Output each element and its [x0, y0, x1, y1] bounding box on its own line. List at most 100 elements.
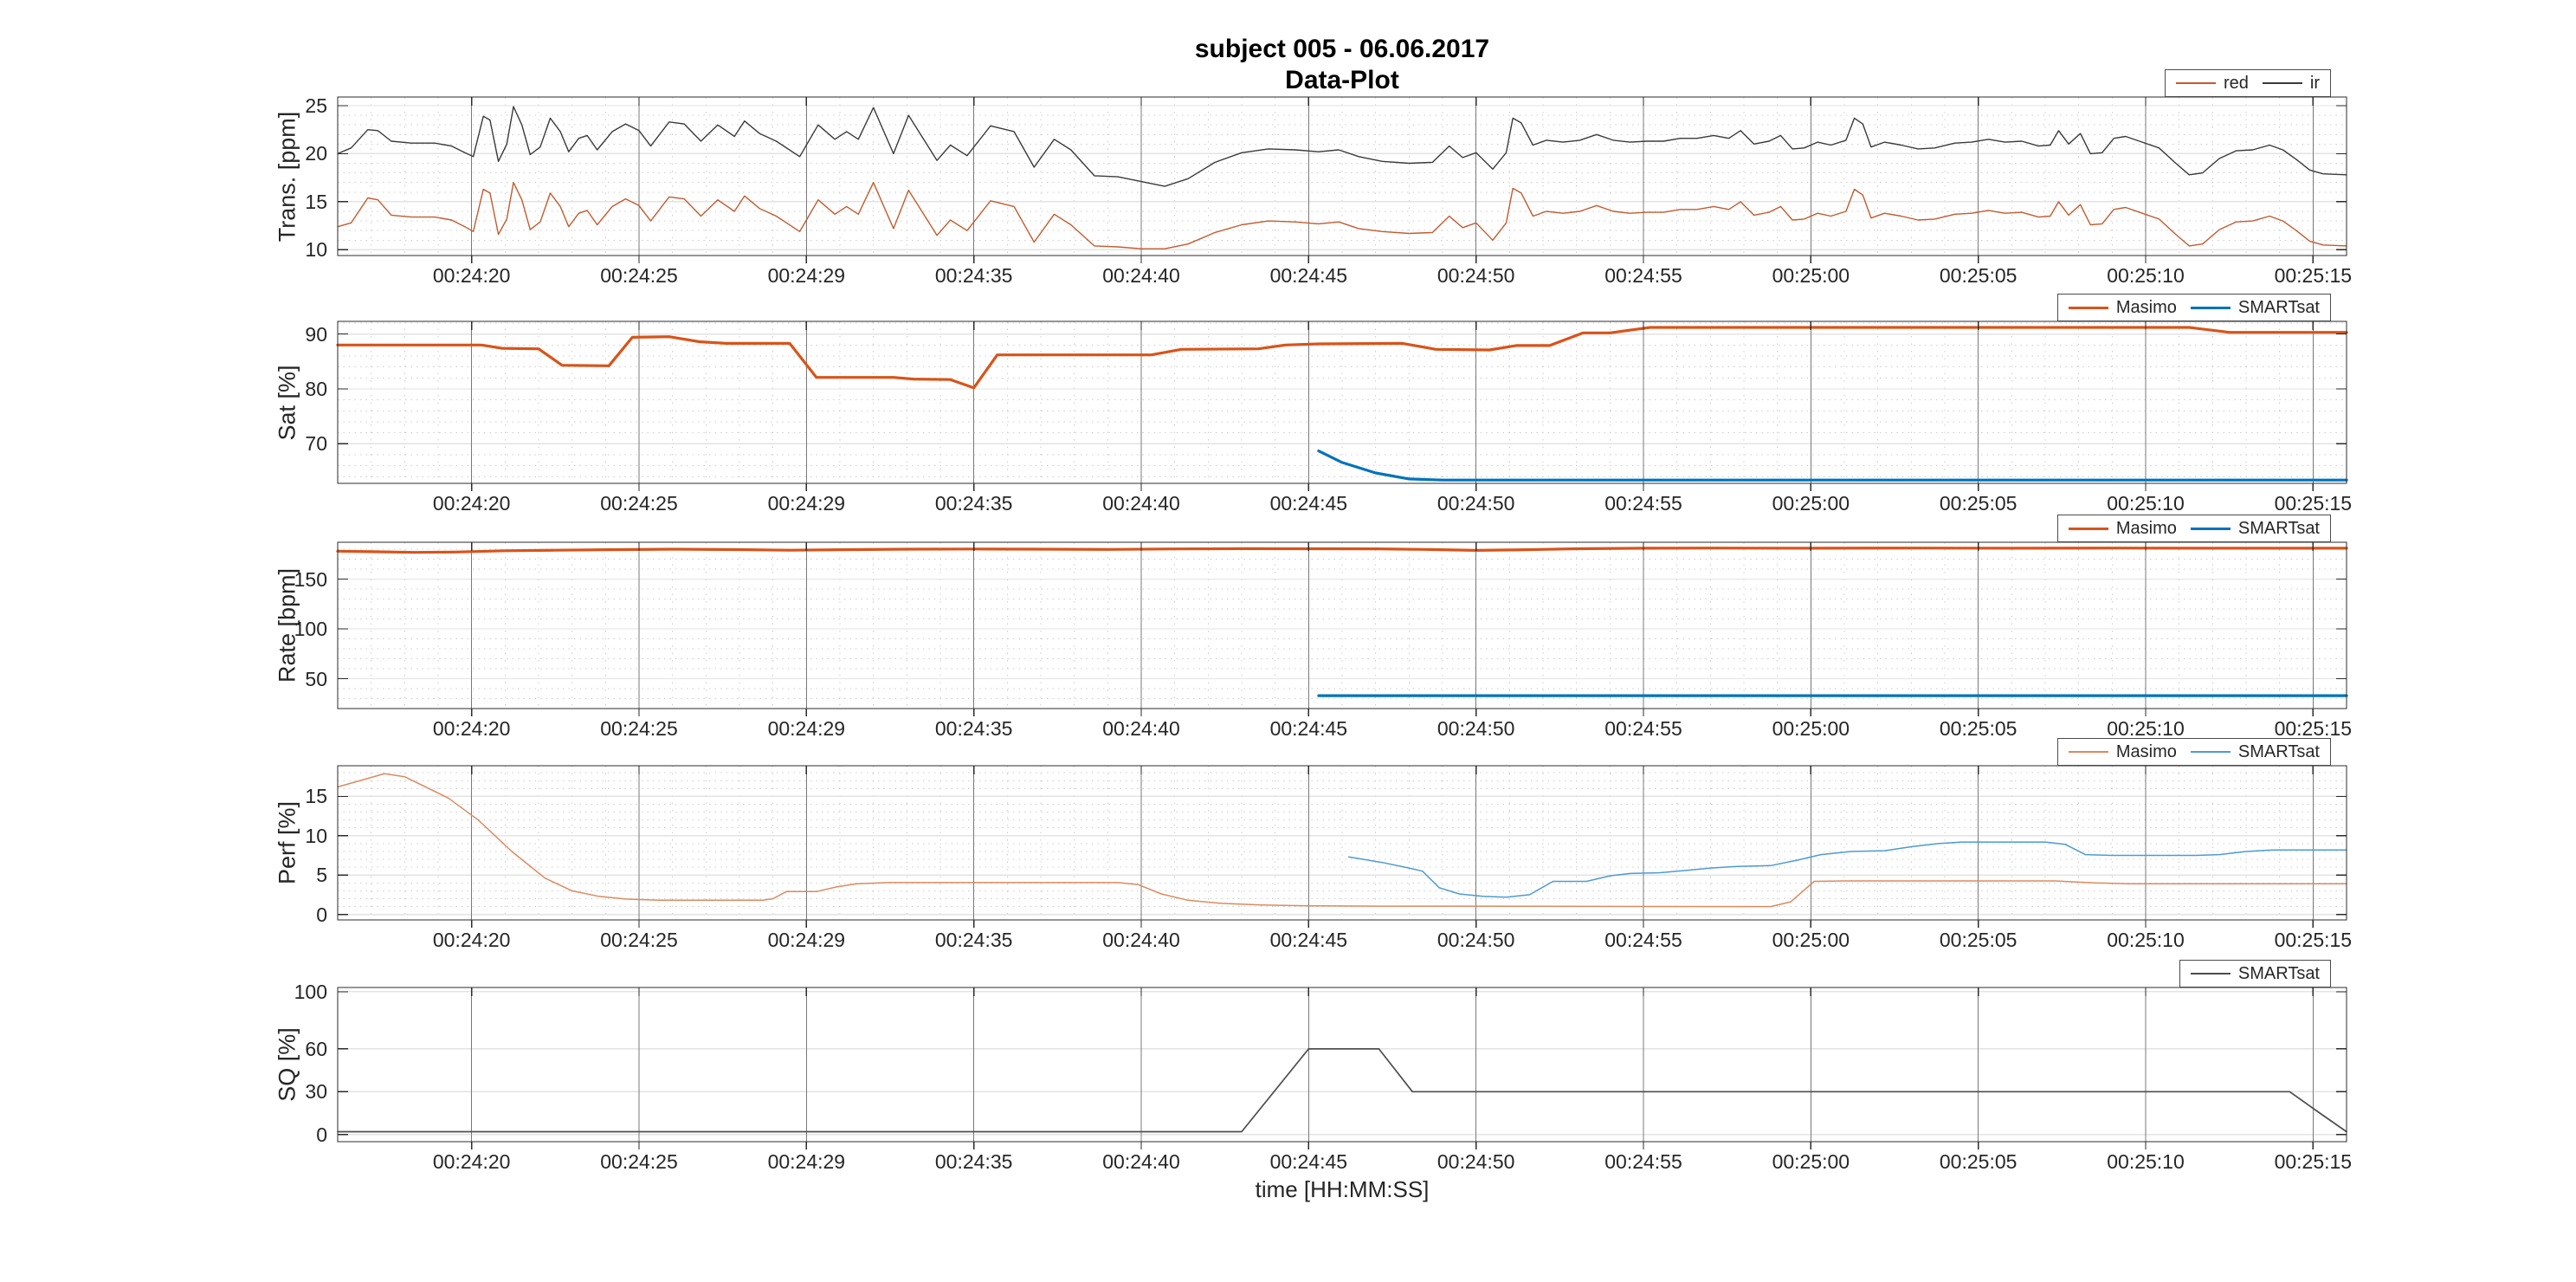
perf-xtick-label: 00:24:25 [600, 929, 678, 951]
figure-subtitle: Data-Plot [1285, 66, 1399, 94]
sq-xtick-label: 00:25:00 [1772, 1150, 1850, 1173]
rate-xtick-label: 00:24:20 [432, 717, 511, 740]
trans-ytick-label: 10 [305, 238, 327, 262]
rate-legend-item-smartsat: SMARTsat [2190, 519, 2320, 538]
sq-ytick-label: 60 [305, 1037, 327, 1060]
rate-xtick-label: 00:25:05 [1939, 717, 2018, 740]
sq-xtick-label: 00:24:45 [1269, 1150, 1348, 1173]
trans-xtick-label: 00:25:10 [2107, 264, 2185, 287]
rate-ytick-label: 100 [294, 618, 327, 641]
sq-series-smartsat-line [337, 1048, 2347, 1133]
trans-ytick-label: 15 [305, 190, 327, 213]
perf-legend-line-sample [2190, 751, 2231, 753]
trans-xtick-label: 00:25:15 [2274, 264, 2353, 287]
trans-plot [337, 96, 2347, 263]
trans-xtick-label: 00:24:40 [1102, 264, 1180, 287]
rate-xtick-label: 00:24:40 [1102, 717, 1180, 740]
sat-xtick-label: 00:24:25 [600, 492, 678, 515]
trans-legend: red ir [2164, 69, 2331, 97]
figure-title: subject 005 - 06.06.2017 [1194, 35, 1490, 63]
sq-grid [338, 987, 2347, 1142]
sq-xtick-label: 00:25:10 [2107, 1150, 2185, 1173]
sat-legend-label: Masimo [2115, 298, 2177, 317]
sq-xtick-label: 00:24:29 [767, 1150, 846, 1173]
perf-ytick-label: 15 [305, 785, 327, 808]
perf-xtick-label: 00:24:55 [1604, 929, 1682, 951]
perf-xtick-label: 00:25:15 [2274, 929, 2353, 951]
sq-xtick-label: 00:24:35 [934, 1150, 1013, 1173]
sq-plot [337, 987, 2347, 1149]
sat-xtick-label: 00:24:40 [1102, 492, 1180, 515]
sq-xtick-label: 00:24:25 [600, 1150, 678, 1173]
perf-plot [337, 765, 2347, 928]
perf-xtick-label: 00:24:35 [934, 929, 1013, 951]
rate-xtick-label: 00:24:50 [1436, 717, 1515, 740]
trans-legend-item-ir: ir [2262, 74, 2320, 92]
sq-ytick-label: 100 [294, 980, 327, 1003]
sat-plot [336, 320, 2348, 491]
sq-legend-line-sample [2190, 973, 2231, 974]
rate-legend-label: SMARTsat [2237, 519, 2320, 538]
sq-ytick-label: 30 [305, 1080, 327, 1104]
rate-xtick-label: 00:24:29 [767, 717, 846, 740]
sq-xtick-label: 00:25:15 [2274, 1150, 2353, 1173]
sat-legend-item-smartsat: SMARTsat [2190, 298, 2320, 317]
rate-xtick-label: 00:25:15 [2274, 717, 2353, 740]
sq-xtick-label: 00:24:55 [1604, 1150, 1682, 1173]
trans-xtick-label: 00:24:50 [1436, 264, 1515, 287]
sq-axes-frame [337, 987, 2347, 1149]
sat-xtick-label: 00:24:45 [1269, 492, 1348, 515]
trans-xtick-label: 00:24:20 [432, 264, 511, 287]
perf-legend-line-sample [2068, 751, 2108, 753]
trans-axes-frame [337, 96, 2347, 263]
sq-xtick-label: 00:24:50 [1436, 1150, 1515, 1173]
sat-xtick-label: 00:24:50 [1436, 492, 1515, 515]
sat-legend-line-sample [2190, 306, 2231, 309]
rate-xtick-label: 00:24:35 [934, 717, 1013, 740]
trans-xtick-label: 00:24:45 [1269, 264, 1348, 287]
trans-ytick-label: 25 [305, 94, 327, 117]
sat-xtick-label: 00:24:29 [767, 492, 846, 515]
trans-legend-line-sample [2262, 82, 2302, 84]
sat-legend-label: SMARTsat [2237, 298, 2320, 317]
sat-xtick-label: 00:24:35 [934, 492, 1013, 515]
sat-grid [337, 321, 2347, 483]
rate-ytick-label: 150 [294, 567, 327, 591]
trans-legend-item-red: red [2175, 74, 2249, 92]
rate-grid [337, 542, 2347, 709]
rate-ytick-label: 50 [305, 667, 327, 690]
trans-y-axis-label: Trans. [ppm] [274, 111, 300, 242]
perf-ytick-label: 10 [305, 824, 327, 847]
sq-xtick-label: 00:24:40 [1102, 1150, 1180, 1173]
perf-y-axis-label: Perf [%] [274, 800, 300, 885]
sq-ytick-label: 0 [316, 1123, 327, 1146]
rate-xtick-label: 00:24:45 [1269, 717, 1348, 740]
perf-grid [337, 766, 2347, 920]
perf-xtick-label: 00:24:45 [1269, 929, 1348, 951]
sat-series-smartsat-line [1317, 450, 2348, 482]
rate-legend-label: Masimo [2115, 519, 2177, 538]
sat-legend-line-sample [2068, 306, 2108, 309]
perf-ytick-label: 0 [316, 903, 327, 926]
sat-legend-item-masimo: Masimo [2068, 298, 2177, 317]
sq-xtick-label: 00:25:05 [1939, 1150, 2018, 1173]
perf-legend-label: Masimo [2115, 742, 2177, 761]
rate-y-axis-label: Rate [bpm] [274, 567, 300, 683]
trans-xtick-label: 00:24:35 [934, 264, 1013, 287]
rate-plot [336, 541, 2348, 716]
trans-xtick-label: 00:24:29 [767, 264, 846, 287]
sq-legend-item-smartsat: SMARTsat [2190, 965, 2320, 982]
trans-xtick-label: 00:24:55 [1604, 264, 1682, 287]
trans-xtick-label: 00:25:00 [1772, 264, 1850, 287]
perf-legend-label: SMARTsat [2237, 742, 2320, 761]
trans-xtick-label: 00:24:25 [600, 264, 678, 287]
sat-legend: Masimo SMARTsat [2056, 294, 2331, 321]
trans-ytick-label: 20 [305, 142, 327, 165]
perf-xtick-label: 00:24:29 [767, 929, 846, 951]
sat-xtick-label: 00:25:15 [2274, 492, 2353, 515]
sat-ytick-label: 90 [305, 322, 327, 346]
sat-xtick-label: 00:25:05 [1939, 492, 2018, 515]
rate-legend-line-sample [2190, 527, 2231, 530]
sat-xtick-label: 00:25:10 [2107, 492, 2185, 515]
trans-legend-line-sample [2175, 82, 2216, 84]
